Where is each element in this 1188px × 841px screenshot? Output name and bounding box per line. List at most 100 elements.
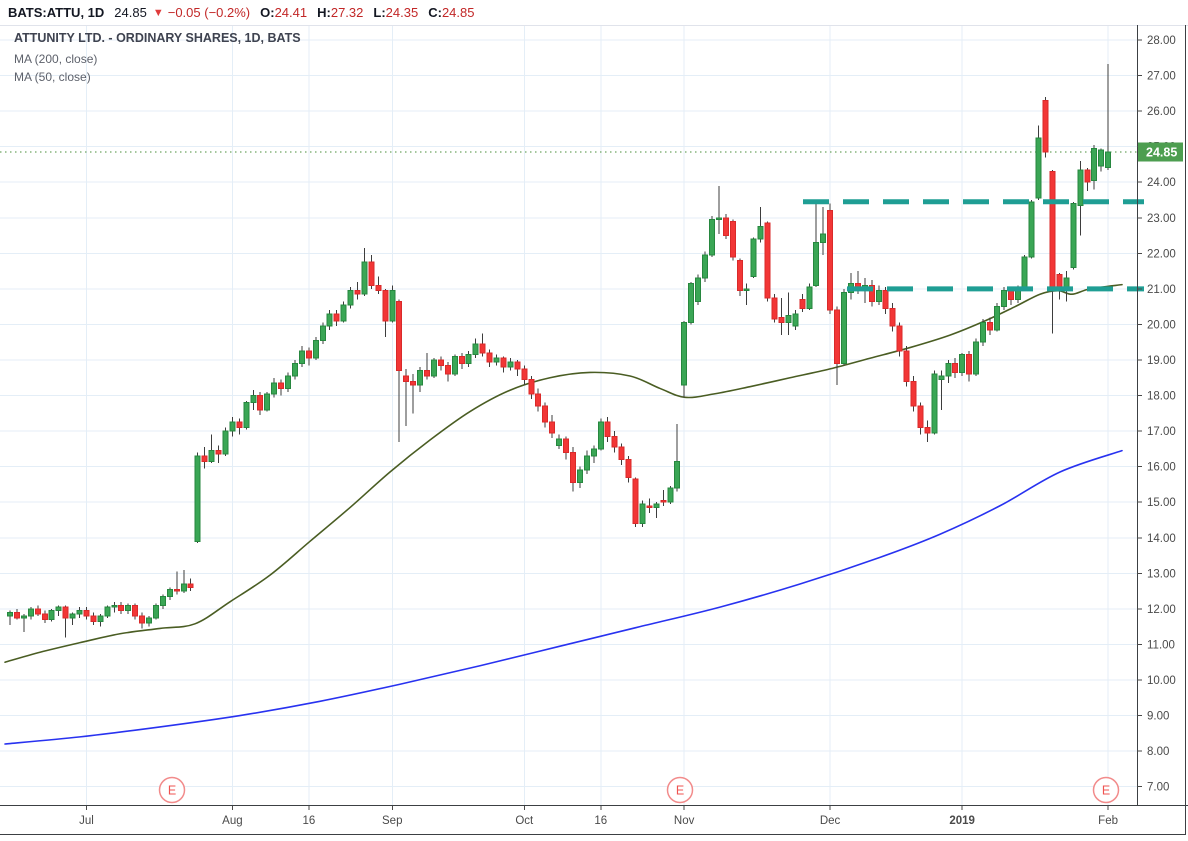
candle-down [132,604,139,617]
time-axis-label: Jul [79,815,94,827]
candle-up [152,604,159,619]
candle-up [472,343,479,356]
earnings-letter: E [168,784,176,798]
symbol-info-bar: BATS:ATTU, 1D 24.85 ▼ −0.05 (−0.2%) O:24… [0,0,1188,25]
earnings-marker[interactable]: E [158,776,186,804]
candle-up [48,610,55,621]
candle-up [69,613,76,619]
candle-down [382,290,389,322]
candle-up [1105,151,1112,169]
high-value: H:27.32 [317,5,364,20]
low-value: L:24.35 [373,5,419,20]
time-axis-label: 16 [302,815,315,827]
candle-up [97,615,104,622]
candle-down [458,355,465,365]
candle-down [173,588,180,592]
candle-up [340,304,347,322]
earnings-circle-icon [158,776,186,804]
frame-layer [0,25,1188,835]
candle-up [695,277,702,302]
candle-down [882,290,889,309]
candle-down [34,608,41,615]
candle-up [271,382,278,395]
candle-up [111,604,118,608]
candle-up [264,393,271,411]
candle-down [549,421,556,434]
candle-up [1000,290,1007,308]
candle-down [201,455,208,462]
candle-down [625,459,632,478]
candle-up [688,283,695,324]
candle-down [563,438,569,453]
candle-up [291,363,298,377]
candle-down [521,368,528,381]
candle-up [702,254,708,279]
candle-down [722,217,729,237]
candle-down [403,375,410,382]
candle-down [542,405,549,423]
candle-down [278,382,285,389]
candle-down [834,309,841,365]
candle-up [590,448,597,457]
candle-up [208,450,215,462]
price-axis-label: 21.00 [1147,284,1176,296]
candle-up [347,290,354,306]
candle-down [375,284,382,292]
candle-up [243,402,250,429]
candle-down [41,613,48,621]
price-axis[interactable]: 28.0027.0026.0025.0024.0023.0022.0021.00… [1137,35,1176,794]
price-axis-label: 20.00 [1147,319,1176,331]
candle-down [827,210,834,311]
candle-up [576,469,583,484]
candle-up [1077,169,1084,206]
candle-down [618,446,625,461]
candle-up [597,421,604,450]
candle-down [354,290,361,295]
candle-down [486,352,493,363]
earnings-marker[interactable]: E [666,776,694,804]
candle-down [424,370,430,377]
time-axis[interactable]: Jul Aug 16 Sep Oct 16 Nov Dec 2019 Feb [79,806,1118,827]
price-down-icon: ▼ [152,6,164,19]
symbol-name[interactable]: BATS:ATTU, 1D [8,5,105,20]
candle-down [764,222,771,299]
candle-down [236,421,243,429]
candle-down [660,499,667,503]
ma50-line[interactable] [4,283,1123,664]
candle-up [973,341,980,375]
candle-up [945,363,952,377]
open-value: O:24.41 [260,5,308,20]
candle-up [20,615,27,619]
candle-up [1035,137,1042,199]
price-axis-label: 10.00 [1147,675,1176,687]
candle-down [118,604,125,612]
candle-down [257,395,264,411]
candle-up [875,290,882,302]
time-axis-label: Aug [222,815,242,827]
candle-down [514,361,521,370]
candle-up [194,455,201,542]
candle-up [7,611,13,617]
price-axis-label: 9.00 [1147,711,1169,723]
candle-up [55,606,62,612]
candle-up [820,233,827,244]
ma200-line[interactable] [4,449,1123,745]
time-axis-label: Dec [820,815,841,827]
candle-up [639,503,646,525]
candle-up [285,375,291,389]
candle-down [1084,169,1091,183]
candle-up [1028,201,1035,258]
candle-down [396,300,403,372]
price-axis-label: 17.00 [1147,426,1176,438]
candle-up [451,355,458,375]
price-axis-label: 27.00 [1147,71,1176,83]
candle-up [493,357,500,363]
candle-up [222,430,229,455]
candle-down [1042,99,1049,153]
candle-up [785,315,792,324]
candle-up [298,350,305,365]
candle-up [389,290,396,322]
candle-down [611,435,618,448]
earnings-marker[interactable]: E [1092,776,1120,804]
